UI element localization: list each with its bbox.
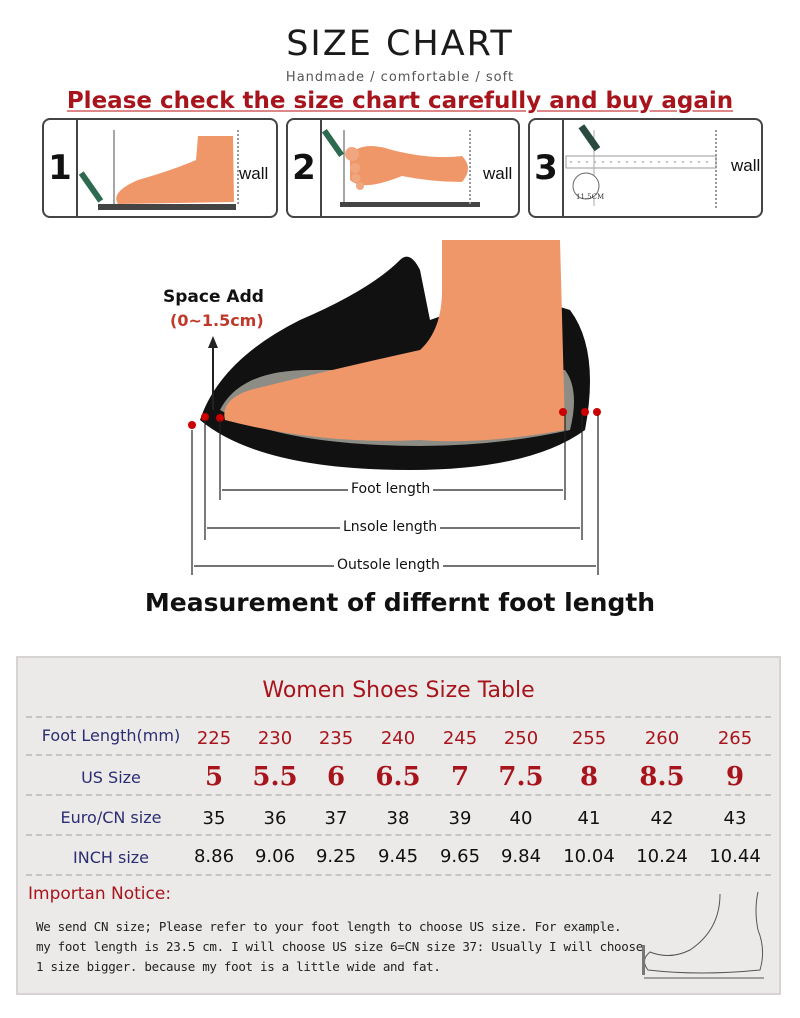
notice-title: Importan Notice: [28,884,172,904]
table-cell: 5.5 [252,762,298,792]
size-table: Women Shoes Size Table Foot Length(mm) 22… [16,656,781,995]
table-cell: 9 [725,762,745,792]
step-panel-3: 3 11.5CM wall [528,118,763,218]
table-title: Women Shoes Size Table [262,678,535,703]
foot-top-icon [322,128,480,207]
row-label: US Size [81,768,141,787]
foot-measurement-illustration [188,240,601,575]
table-cell: 240 [380,728,416,749]
warning-text: Please check the size chart carefully an… [66,88,734,114]
table-cell: 7 [450,762,470,792]
row-divider [26,874,771,876]
table-cell: 39 [448,808,472,829]
table-cell: 260 [644,728,680,749]
table-cell: 6 [326,762,346,792]
table-cell: 9.84 [500,846,542,867]
table-cell: 9.65 [439,846,481,867]
table-row: US Size 5 5.5 6 6.5 7 7.5 8 8.5 9 [26,754,771,794]
outsole-length-label: Outsole length [334,557,443,573]
step-panel-2: 2 wall [286,118,520,218]
wall-label: wall [483,164,513,183]
foot-side-icon [78,130,239,210]
notice-line: We send CN size; Please refer to your fo… [36,919,622,934]
diagram-caption: Measurement of differnt foot length [144,588,656,617]
table-cell: 35 [202,808,226,829]
table-cell: 42 [650,808,674,829]
table-row: Foot Length(mm) 225 230 235 240 245 250 255 260 2… [26,716,771,756]
table-cell: 225 [196,728,232,749]
wall-label: wall [731,156,761,175]
table-row: INCH size 8.86 9.06 9.25 9.45 9.65 9.84 10.04 10… [26,834,771,874]
table-cell: 8.5 [639,762,685,792]
table-cell: 6.5 [375,762,421,792]
table-cell: 9.25 [315,846,357,867]
wall-label: wall [239,164,269,183]
table-cell: 41 [577,808,601,829]
table-cell: 230 [257,728,293,749]
ruler-icon [565,124,717,210]
table-cell: 9.45 [377,846,419,867]
foot-sketch-icon [642,891,764,979]
table-cell: 10.24 [636,846,688,867]
table-cell: 38 [386,808,410,829]
row-label: Foot Length(mm) [41,726,181,745]
foot-length-label: Foot length [348,481,434,497]
notice-line: my foot length is 23.5 cm. I will choose… [36,939,643,954]
step-number: 3 [530,120,564,216]
table-cell: 265 [717,728,753,749]
table-cell: 43 [723,808,747,829]
space-range-label: (0~1.5cm) [170,311,264,330]
table-cell: 10.04 [563,846,615,867]
table-cell: 235 [318,728,354,749]
space-add-label: Space Add [163,287,264,307]
page-title: SIZE CHART [286,24,514,64]
table-cell: 9.06 [254,846,296,867]
table-cell: 255 [571,728,607,749]
table-row: Euro/CN size 35 36 37 38 39 40 41 42 43 [26,794,771,834]
table-cell: 7.5 [498,762,544,792]
insole-length-label: Lnsole length [340,519,441,535]
table-cell: 40 [509,808,533,829]
circle-label: 11.5CM [576,193,605,201]
subtitle: Handmade / comfortable / soft [285,70,515,85]
step-number: 2 [288,120,322,216]
row-label: Euro/CN size [60,808,162,827]
table-cell: 10.44 [709,846,761,867]
table-cell: 245 [442,728,478,749]
step-number: 1 [44,120,78,216]
table-cell: 250 [503,728,539,749]
notice-line: 1 size bigger. because my foot is a litt… [36,959,441,974]
table-cell: 8 [579,762,599,792]
table-cell: 36 [263,808,287,829]
table-cell: 37 [324,808,348,829]
table-cell: 8.86 [193,846,235,867]
table-cell: 5 [204,762,224,792]
row-label: INCH size [73,848,149,867]
step-panel-1: 1 wall [42,118,278,218]
